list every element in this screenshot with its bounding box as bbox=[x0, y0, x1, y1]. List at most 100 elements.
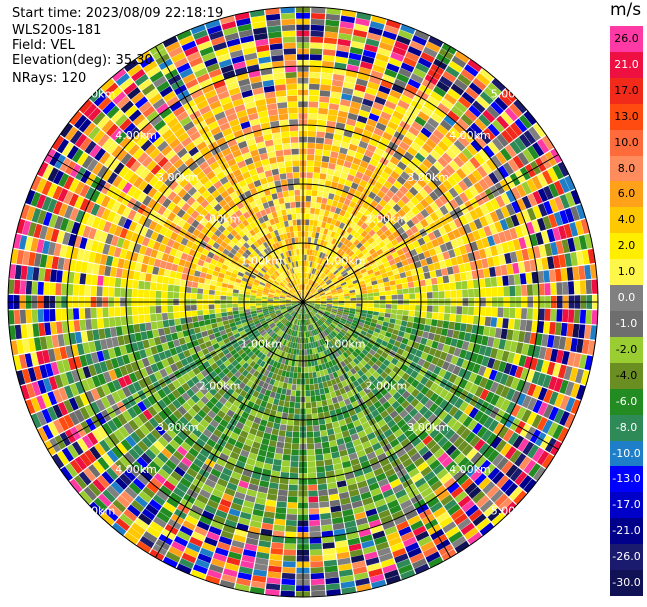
range-gate bbox=[344, 298, 351, 301]
range-gate bbox=[368, 75, 382, 85]
range-gate bbox=[20, 324, 28, 339]
range-gate bbox=[397, 161, 407, 171]
range-gate bbox=[550, 282, 557, 295]
range-gate bbox=[393, 324, 401, 331]
range-gate bbox=[43, 309, 50, 322]
range-gate bbox=[484, 316, 492, 327]
range-gate bbox=[532, 399, 543, 414]
range-gate bbox=[456, 357, 465, 368]
range-gate bbox=[521, 195, 532, 209]
range-gate bbox=[537, 203, 548, 217]
range-gate bbox=[320, 299, 327, 301]
range-gate bbox=[466, 232, 476, 243]
range-gate bbox=[373, 195, 382, 204]
range-gate bbox=[315, 303, 321, 305]
range-gate bbox=[307, 461, 316, 468]
range-gate bbox=[310, 30, 324, 37]
range-gate bbox=[441, 136, 453, 148]
range-gate bbox=[543, 200, 554, 215]
range-gate bbox=[509, 251, 518, 263]
range-gate bbox=[472, 77, 487, 91]
range-gate bbox=[437, 102, 450, 115]
range-gate bbox=[313, 166, 321, 173]
range-gate bbox=[330, 288, 337, 292]
range-gate bbox=[406, 385, 416, 394]
range-gate bbox=[152, 329, 160, 338]
range-gate bbox=[342, 288, 349, 293]
range-gate bbox=[391, 400, 401, 410]
range-gate bbox=[357, 72, 370, 81]
range-gate bbox=[354, 314, 361, 319]
range-gate bbox=[331, 251, 337, 258]
range-gate bbox=[436, 80, 450, 93]
range-gate bbox=[446, 266, 454, 275]
range-gate bbox=[146, 330, 154, 339]
range-gate bbox=[389, 156, 400, 166]
range-gate bbox=[292, 437, 300, 444]
range-gate bbox=[306, 172, 313, 179]
range-gate bbox=[215, 286, 222, 291]
range-gate bbox=[564, 253, 572, 267]
range-gate bbox=[481, 429, 493, 442]
range-gate bbox=[350, 325, 357, 330]
range-gate bbox=[558, 225, 567, 240]
range-gate bbox=[434, 385, 444, 396]
range-gate bbox=[466, 465, 479, 478]
range-gate bbox=[377, 264, 385, 271]
range-gate bbox=[360, 135, 371, 144]
range-gate bbox=[502, 318, 509, 329]
range-gate bbox=[295, 396, 301, 403]
range-gate bbox=[382, 277, 389, 283]
range-gate bbox=[358, 206, 367, 215]
range-gate bbox=[346, 241, 353, 248]
range-gate bbox=[423, 122, 436, 133]
range-gate bbox=[372, 288, 379, 293]
range-gate bbox=[308, 478, 317, 485]
range-gate bbox=[369, 158, 379, 167]
range-gate bbox=[405, 367, 414, 376]
range-gate bbox=[418, 163, 429, 174]
range-gate bbox=[350, 182, 359, 190]
range-gate bbox=[337, 292, 344, 296]
range-gate bbox=[325, 174, 333, 182]
range-gate bbox=[483, 268, 491, 278]
range-gate bbox=[284, 543, 297, 550]
range-gate bbox=[309, 299, 315, 302]
range-gate bbox=[368, 221, 376, 229]
range-gate bbox=[356, 185, 365, 193]
range-gate bbox=[299, 343, 302, 350]
range-gate bbox=[376, 248, 384, 256]
range-gate bbox=[458, 412, 469, 424]
range-gate bbox=[197, 310, 204, 316]
range-gate bbox=[361, 306, 368, 311]
range-gate bbox=[287, 502, 298, 509]
range-gate bbox=[307, 154, 315, 161]
range-gate bbox=[479, 307, 486, 316]
range-gate bbox=[379, 137, 390, 146]
range-gate bbox=[150, 313, 157, 322]
range-gate bbox=[417, 416, 427, 426]
range-gate bbox=[364, 278, 371, 284]
range-gate bbox=[294, 414, 300, 420]
range-gate bbox=[348, 338, 355, 344]
range-gate bbox=[325, 577, 340, 585]
range-gate bbox=[307, 294, 313, 299]
range-gate bbox=[395, 105, 407, 115]
range-gate bbox=[433, 262, 441, 270]
range-gate bbox=[382, 194, 391, 203]
range-gate bbox=[345, 248, 352, 255]
range-gate bbox=[326, 229, 333, 237]
range-gate bbox=[326, 305, 333, 308]
range-gate bbox=[314, 208, 320, 215]
range-gate bbox=[343, 307, 350, 311]
range-gate bbox=[374, 96, 387, 106]
range-gate bbox=[394, 40, 409, 51]
range-gate bbox=[289, 478, 298, 485]
range-gate bbox=[364, 363, 372, 371]
range-gate bbox=[309, 249, 313, 256]
range-gate bbox=[311, 13, 326, 20]
range-gate bbox=[368, 138, 379, 148]
range-gate bbox=[319, 308, 325, 313]
range-gate bbox=[390, 285, 397, 291]
range-gate bbox=[538, 283, 545, 296]
